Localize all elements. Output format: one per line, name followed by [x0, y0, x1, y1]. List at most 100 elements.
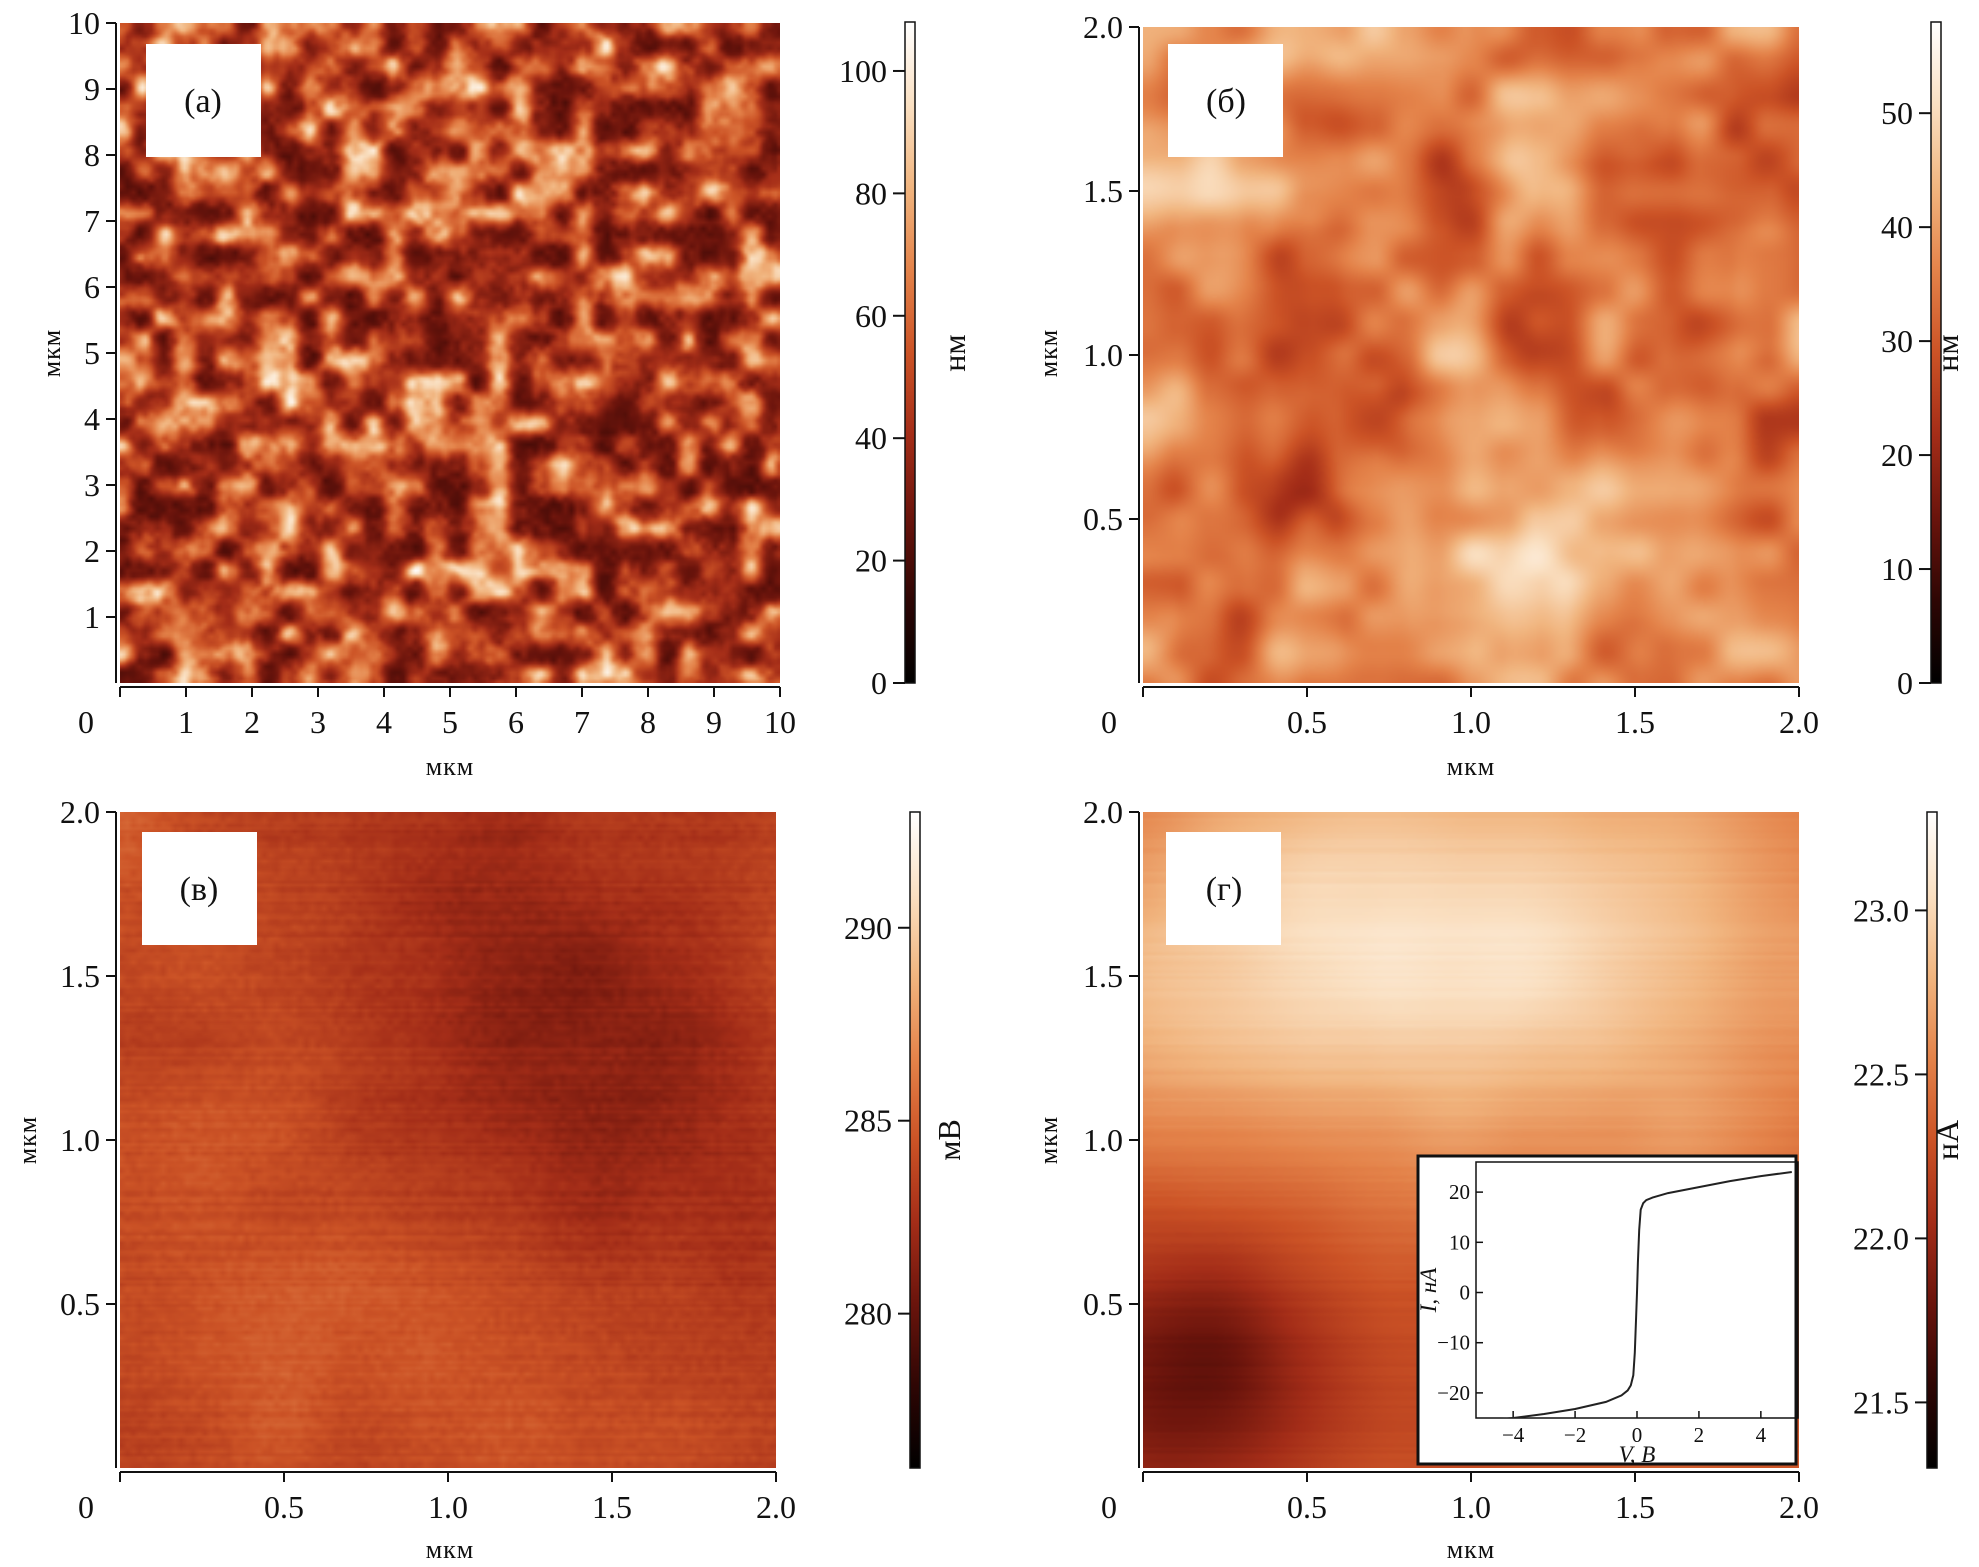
iv-curve	[1500, 1171, 1792, 1418]
panel-d-x-axis-label: мкм	[1447, 1535, 1496, 1564]
panel-c-x-axis-label: мкм	[426, 1535, 475, 1564]
colorbar-tick-label: 0	[1897, 665, 1913, 701]
panel-c-label: (в)	[180, 871, 219, 908]
x-tick-label: 4	[376, 704, 392, 740]
panel-a-label: (а)	[184, 83, 222, 120]
inset-y-tick-label: −20	[1437, 1381, 1470, 1405]
y-tick-label: 4	[84, 401, 100, 437]
colorbar-tick-label: 280	[844, 1296, 892, 1332]
y-tick-label: 3	[84, 467, 100, 503]
panel-b-y-axis-label: мкм	[1034, 329, 1063, 378]
colorbar-bar	[904, 21, 916, 684]
y-tick-label: 1.0	[1083, 337, 1123, 373]
x-tick-label: 10	[764, 704, 796, 740]
x-tick-label: 9	[706, 704, 722, 740]
y-tick-label: 1.5	[1083, 173, 1123, 209]
x-tick-label: 2.0	[1779, 704, 1819, 740]
y-tick-label: 0.5	[1083, 501, 1123, 537]
y-tick-label: 1.5	[1083, 958, 1123, 994]
x-tick-label: 1.5	[1615, 1489, 1655, 1525]
colorbar-tick-label: 0	[871, 665, 887, 701]
inset-x-tick-label: 4	[1756, 1423, 1767, 1447]
panel-a-colorbar: 0 20 40 60 80 100	[839, 21, 916, 701]
x-tick-label: 1.0	[1451, 1489, 1491, 1525]
panel-c-label-box	[142, 832, 257, 945]
x-tick-label: 5	[442, 704, 458, 740]
inset-y-tick-label: 20	[1449, 1180, 1470, 1204]
panel-c: (в) 0 0.5 1.0 1.5 2.0 0.5 1.0 1.5 2.0 мкм мкм 2…	[13, 794, 967, 1564]
panel-a-y-ticks: 1 2 3 4 5 6 7 8 9 10	[68, 5, 117, 683]
panel-c-x-ticks: 0 0.5 1.0 1.5 2.0	[78, 1471, 796, 1525]
panel-b-x-ticks: 0 0.5 1.0 1.5 2.0	[1101, 686, 1819, 740]
inset-x-tick-label: 0	[1632, 1423, 1643, 1447]
y-tick-label: 1	[84, 599, 100, 635]
inset-x-tick-label: −4	[1502, 1423, 1525, 1447]
panel-d-y-axis-label: мкм	[1034, 1116, 1063, 1165]
y-tick-label: 6	[84, 269, 100, 305]
inset-y-tick-label: 0	[1460, 1281, 1471, 1305]
y-tick-label: 2.0	[1083, 794, 1123, 830]
x-tick-label: 2.0	[756, 1489, 796, 1525]
y-tick-label: 9	[84, 71, 100, 107]
x-tick-label: 1.5	[1615, 704, 1655, 740]
colorbar-tick-label: 50	[1881, 95, 1913, 131]
y-tick-label: 10	[68, 5, 100, 41]
colorbar-bar	[1926, 811, 1938, 1469]
colorbar-tick-label: 22.0	[1853, 1220, 1909, 1256]
y-tick-label: 2.0	[1083, 9, 1123, 45]
y-tick-label: 0.5	[1083, 1286, 1123, 1322]
x-tick-label: 0	[78, 1489, 94, 1525]
x-tick-label: 2	[244, 704, 260, 740]
colorbar-tick-label: 40	[1881, 209, 1913, 245]
colorbar-tick-label: 80	[855, 175, 887, 211]
colorbar-tick-label: 23.0	[1853, 892, 1909, 928]
y-tick-label: 1.0	[1083, 1122, 1123, 1158]
x-tick-label: 0	[1101, 1489, 1117, 1525]
panel-a: (а) 0 1 2 3 4 5 6 7 8 9 10 1 2 3 4 5 6 7 8 9 10 мкм мкм 0 20…	[37, 5, 972, 781]
x-tick-label: 8	[640, 704, 656, 740]
colorbar-bar	[1930, 21, 1942, 684]
colorbar-bar	[909, 811, 921, 1469]
colorbar-tick-label: 30	[1881, 323, 1913, 359]
panel-d-label: (г)	[1206, 871, 1243, 908]
x-tick-label: 1.5	[592, 1489, 632, 1525]
colorbar-tick-label: 100	[839, 53, 887, 89]
inset-y-tick-label: 10	[1449, 1230, 1470, 1254]
x-tick-label: 1.0	[428, 1489, 468, 1525]
panel-b-y-ticks: 0.5 1.0 1.5 2.0	[1083, 9, 1140, 683]
x-tick-label: 6	[508, 704, 524, 740]
panel-d-y-ticks: 0.5 1.0 1.5 2.0	[1083, 794, 1140, 1468]
y-tick-label: 8	[84, 137, 100, 173]
x-tick-label: 0.5	[264, 1489, 304, 1525]
panel-c-y-ticks: 0.5 1.0 1.5 2.0	[60, 794, 117, 1468]
inset-x-tick-label: 2	[1694, 1423, 1705, 1447]
panel-a-x-axis-label: мкм	[426, 752, 475, 781]
x-tick-label: 7	[574, 704, 590, 740]
y-tick-label: 1.5	[60, 958, 100, 994]
x-tick-label: 3	[310, 704, 326, 740]
y-tick-label: 0.5	[60, 1286, 100, 1322]
panel-b-x-axis-label: мкм	[1447, 752, 1496, 781]
panel-b-label: (б)	[1206, 83, 1246, 120]
panel-d-x-ticks: 0 0.5 1.0 1.5 2.0	[1101, 1471, 1819, 1525]
panel-d: (г) 0 0.5 1.0 1.5 2.0 0.5 1.0 1.5 2.0 мкм мкм 2…	[1034, 794, 1965, 1564]
colorbar-tick-label: 285	[844, 1103, 892, 1139]
panel-a-x-ticks: 0 1 2 3 4 5 6 7 8 9 10	[78, 686, 796, 740]
y-tick-label: 7	[84, 203, 100, 239]
colorbar-tick-label: 20	[1881, 437, 1913, 473]
panel-b-colorbar-unit: нм	[1929, 334, 1965, 371]
iv-inset-y-label: I, нА	[1416, 1267, 1441, 1314]
panel-c-colorbar: 280 285 290	[844, 811, 921, 1469]
panel-d-label-box	[1166, 832, 1281, 945]
panel-c-y-axis-label: мкм	[13, 1116, 42, 1165]
iv-inset-frame	[1416, 1154, 1798, 1466]
colorbar-tick-label: 22.5	[1853, 1056, 1909, 1092]
colorbar-tick-label: 21.5	[1853, 1384, 1909, 1420]
iv-inset-x-label: V, В	[1619, 1442, 1656, 1467]
panel-b-label-box	[1168, 44, 1283, 157]
x-tick-label: 1	[178, 704, 194, 740]
x-tick-label: 1.0	[1451, 704, 1491, 740]
